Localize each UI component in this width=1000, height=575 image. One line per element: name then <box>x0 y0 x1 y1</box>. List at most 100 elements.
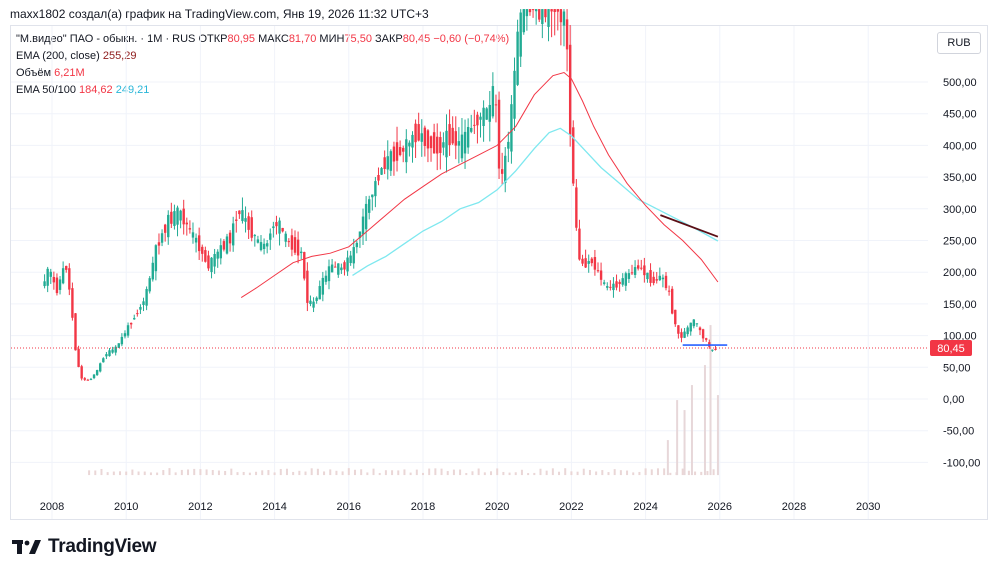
candle-body <box>377 174 380 181</box>
candle-body <box>194 237 198 243</box>
volume-bar <box>663 468 666 476</box>
candle-body <box>160 233 164 243</box>
candle-body <box>414 123 417 143</box>
ema200-value: 255,29 <box>102 50 137 62</box>
candle-body <box>222 241 226 250</box>
candle-body <box>352 247 355 264</box>
candle-body <box>371 194 374 198</box>
volume-bar <box>211 470 214 476</box>
candle-body <box>525 9 529 17</box>
candle-body <box>167 214 170 238</box>
volume-bar <box>709 325 712 476</box>
candle-body <box>405 139 408 163</box>
legend-ema50100-row[interactable]: EMA 50/100 184,62 249,21 <box>16 82 509 99</box>
candle-body <box>361 216 365 235</box>
volume-bar <box>384 470 387 476</box>
candle-body <box>105 354 108 357</box>
volume-bar <box>483 472 486 476</box>
candle-body <box>219 245 223 259</box>
candle-body <box>402 147 405 152</box>
candle-body <box>711 349 714 351</box>
candle-body <box>383 157 386 170</box>
candle-body <box>701 329 705 339</box>
candle-body <box>330 264 334 273</box>
tradingview-brand[interactable]: TradingView <box>12 536 157 558</box>
volume-bar <box>236 472 239 476</box>
candle-body <box>646 272 649 280</box>
volume-bar <box>471 471 474 476</box>
y-tick-label: 300,00 <box>943 204 977 216</box>
candle-body <box>102 358 105 363</box>
candle-body <box>652 276 655 284</box>
volume-bar <box>601 470 604 476</box>
volume-bar <box>595 471 598 476</box>
candle-body <box>272 226 275 229</box>
volume-bar <box>582 468 585 476</box>
candle-body <box>299 251 303 254</box>
last-price-tag <box>930 339 972 356</box>
candle-body <box>485 108 488 120</box>
symbol-title[interactable]: "М.видео" ПАО - обыкн. · 1М · RUS <box>16 33 196 45</box>
volume-bar <box>446 471 449 476</box>
candle-body <box>674 309 677 325</box>
volume-bar <box>545 470 548 476</box>
candle-body <box>148 278 151 292</box>
x-tick-label: 2010 <box>114 501 138 513</box>
candle-body <box>538 9 541 20</box>
candle-body <box>114 346 117 353</box>
currency-button[interactable]: RUB <box>937 32 981 54</box>
x-tick-label: 2026 <box>708 501 732 513</box>
volume-bar <box>88 470 91 476</box>
volume-bar <box>372 468 375 476</box>
candle-body <box>191 232 195 238</box>
candle-body <box>327 266 331 282</box>
candle-body <box>235 219 238 221</box>
candle-body <box>173 211 176 226</box>
candle-body <box>259 242 263 251</box>
legend-volume-row[interactable]: Объём 6,21M <box>16 65 509 82</box>
candle-body <box>445 130 448 158</box>
candle-body <box>231 223 235 246</box>
candle-body <box>136 313 139 315</box>
volume-bar <box>149 472 152 476</box>
candle-body <box>454 131 457 146</box>
candle-body <box>609 286 612 288</box>
candle-body <box>599 270 603 280</box>
candle-body <box>337 263 340 275</box>
candle-body <box>315 297 318 301</box>
candle-body <box>661 277 665 280</box>
volume-bar <box>551 468 554 476</box>
volume-bar <box>397 470 400 476</box>
x-tick-label: 2018 <box>411 501 435 513</box>
legend-ema200-row[interactable]: EMA (200, close) 255,29 <box>16 48 509 65</box>
candle-body <box>74 313 77 351</box>
x-tick-label: 2024 <box>633 501 657 513</box>
candle-body <box>519 12 522 57</box>
volume-bar <box>119 471 122 476</box>
candle-body <box>491 86 495 117</box>
x-tick-label: 2014 <box>262 501 286 513</box>
candle-body <box>636 265 640 269</box>
candle-body <box>544 9 547 18</box>
candle-body <box>680 332 683 338</box>
low-label: МИН <box>319 33 345 45</box>
volume-bar <box>626 470 629 476</box>
volume-bar <box>106 472 109 476</box>
volume-bar <box>335 470 338 476</box>
volume-bar <box>703 365 706 476</box>
candle-body <box>358 231 362 238</box>
volume-bar <box>131 469 134 476</box>
volume-bar <box>588 469 591 476</box>
candle-body <box>466 127 470 148</box>
volume-value: 6,21M <box>54 67 85 79</box>
ema50100-label: EMA 50/100 <box>16 84 76 96</box>
candle-body <box>368 199 371 213</box>
candle-body <box>497 99 501 169</box>
candle-body <box>541 9 544 25</box>
volume-bar <box>415 469 418 476</box>
candle-body <box>649 270 652 283</box>
volume-bar <box>180 469 183 476</box>
ema100-value: 249,21 <box>115 84 150 96</box>
volume-bar <box>205 469 208 476</box>
